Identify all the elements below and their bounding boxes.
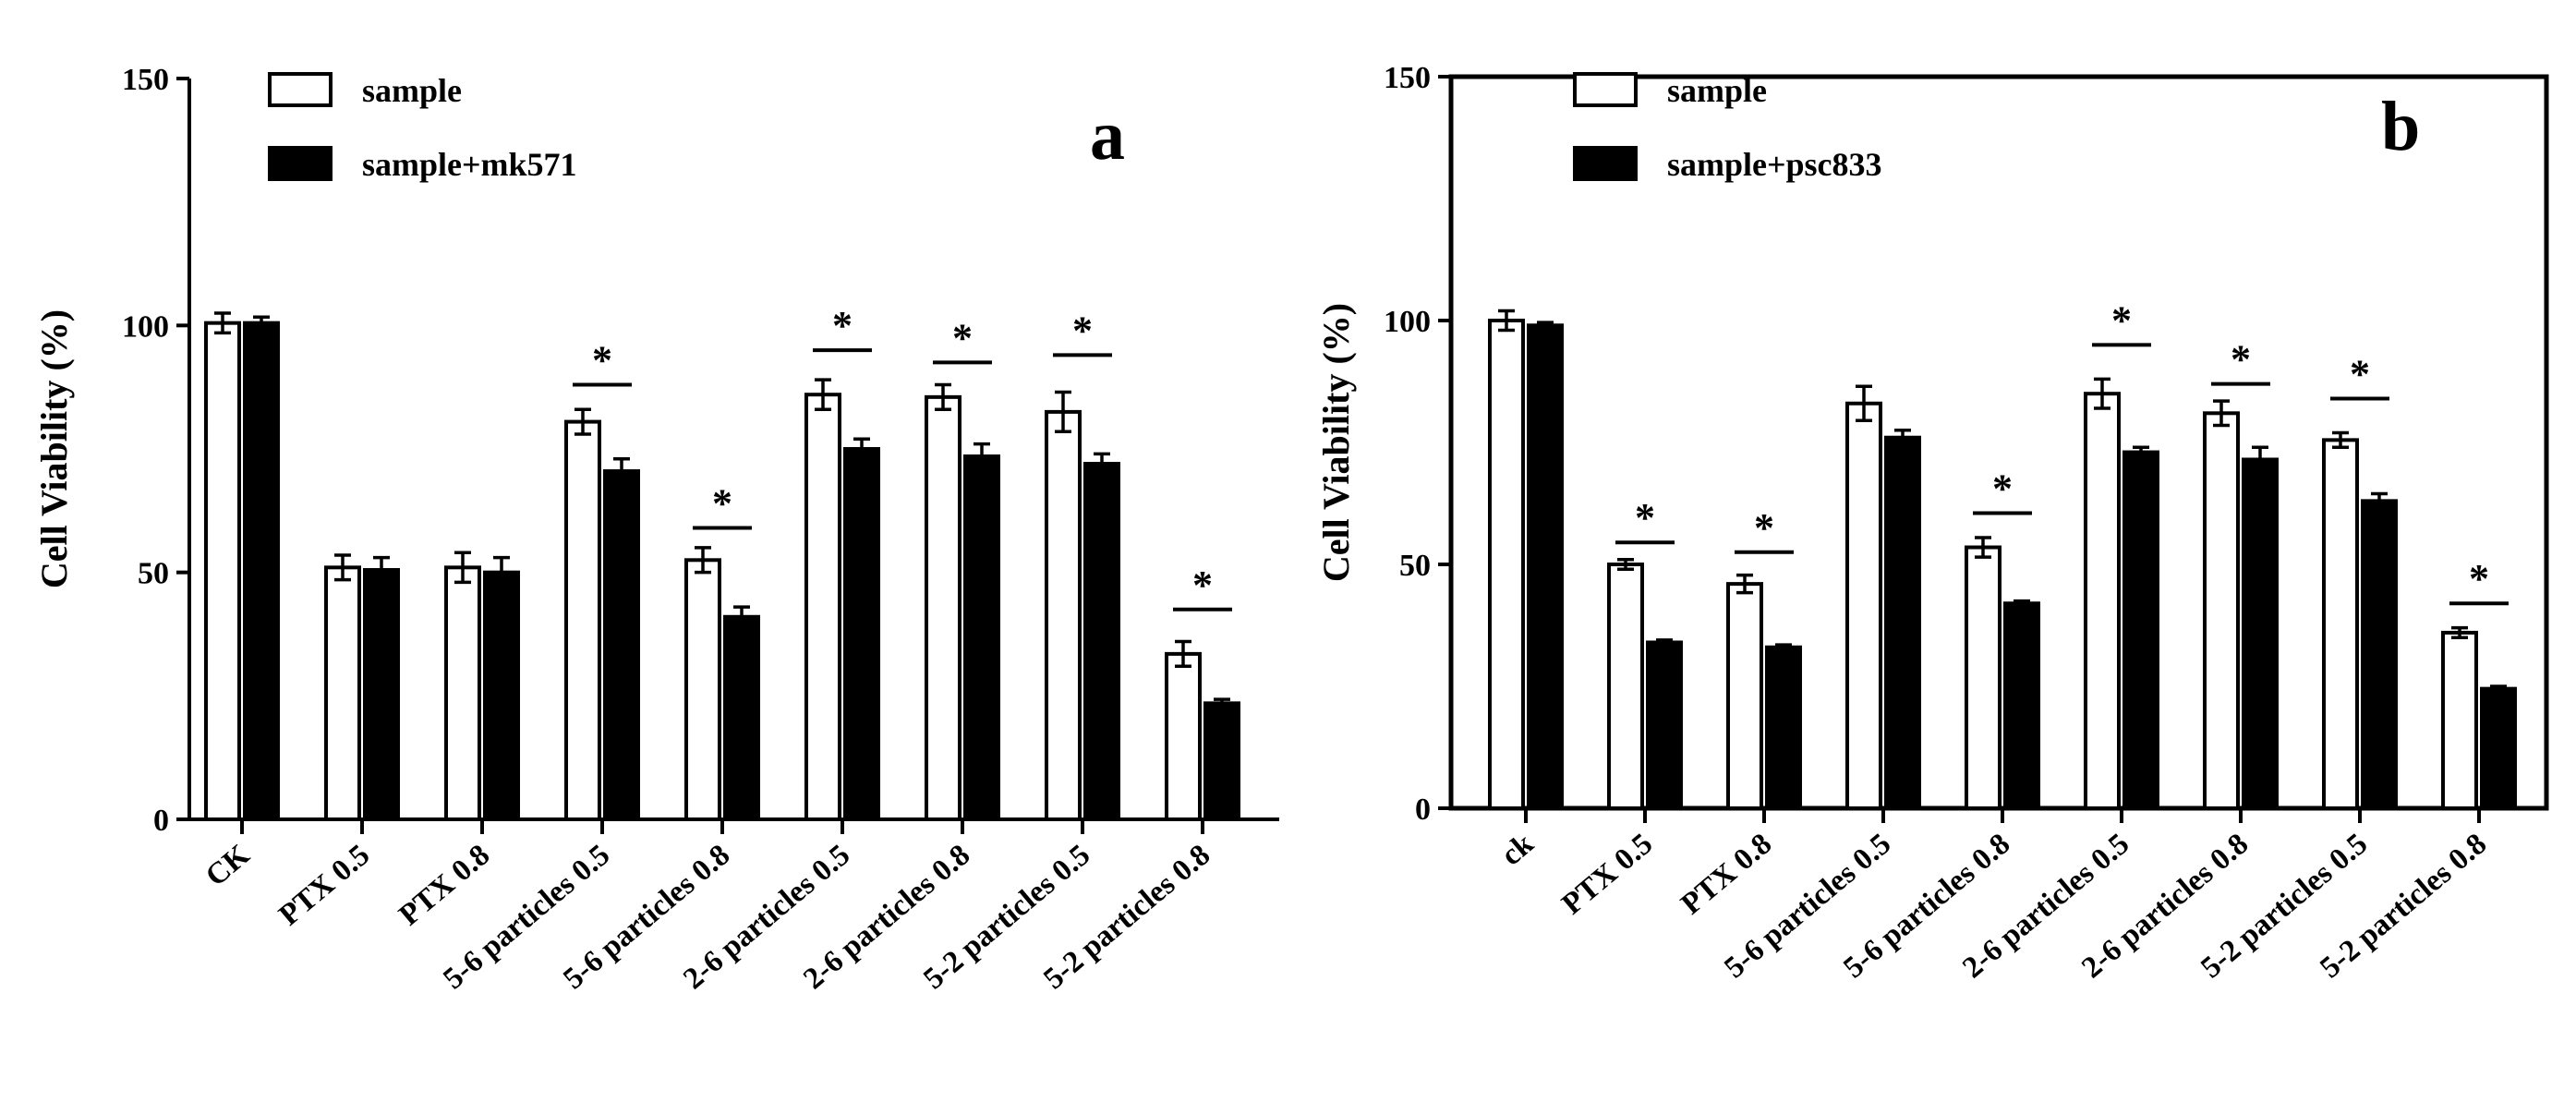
legend-swatch: [1573, 146, 1638, 181]
y-tick-label: 150: [1384, 61, 1431, 95]
y-tick-label: 100: [122, 309, 169, 344]
bar: [2084, 392, 2121, 810]
significance-star: *: [592, 337, 612, 382]
bar: [1607, 563, 1644, 810]
significance-star: *: [1072, 308, 1093, 353]
significance-star: *: [952, 315, 973, 360]
legend-swatch: [1573, 72, 1638, 107]
bar: [243, 321, 280, 822]
bar: [1488, 319, 1525, 810]
bar: [1045, 409, 1082, 821]
bar: [603, 469, 640, 821]
x-tick-label: PTX 0.8: [393, 839, 497, 933]
bar: [804, 393, 841, 821]
x-tick-label: CK: [200, 838, 256, 893]
y-axis-label: Cell Viability (%): [33, 309, 75, 588]
bar: [723, 614, 760, 822]
significance-star: *: [2350, 351, 2370, 396]
y-tick-label: 150: [122, 63, 169, 97]
significance-star: *: [2231, 337, 2251, 382]
bar: [1765, 645, 1802, 811]
significance-star: *: [2111, 297, 2132, 343]
x-tick-label: ck: [1495, 827, 1541, 872]
legend-label: sample+mk571: [362, 146, 577, 183]
panel-label: a: [1090, 97, 1125, 175]
bar: [2003, 601, 2040, 810]
bar: [843, 447, 880, 821]
significance-star: *: [1192, 563, 1213, 608]
bar: [963, 454, 1000, 821]
bar: [1527, 323, 1564, 810]
bar: [2203, 411, 2240, 810]
x-tick-label: PTX 0.8: [1675, 828, 1779, 922]
y-tick-label: 50: [1399, 549, 1431, 583]
bar: [2441, 630, 2478, 810]
significance-star: *: [1754, 505, 1774, 551]
significance-star: *: [712, 481, 732, 527]
bar: [444, 565, 481, 821]
y-tick-label: 0: [153, 804, 169, 838]
bar: [2122, 450, 2159, 810]
bar: [1646, 640, 1683, 810]
bar: [1884, 435, 1921, 810]
bar: [1726, 582, 1763, 810]
y-tick-label: 100: [1384, 305, 1431, 339]
significance-star: *: [2469, 556, 2489, 601]
bar: [2242, 457, 2279, 810]
bar: [483, 570, 520, 822]
bar: [1965, 545, 2002, 811]
legend-swatch: [268, 72, 333, 107]
y-tick-label: 50: [138, 557, 169, 591]
x-tick-label: PTX 0.5: [273, 839, 377, 933]
bar: [1845, 401, 1882, 810]
significance-star: *: [1635, 495, 1655, 540]
bar: [324, 565, 361, 821]
bar: [1203, 701, 1240, 821]
bar: [684, 558, 721, 821]
y-axis-label: Cell Viability (%): [1315, 303, 1357, 582]
bar: [564, 419, 601, 821]
significance-star: *: [832, 303, 853, 348]
bar: [2361, 499, 2398, 810]
bar: [925, 394, 961, 821]
chart-panel-a: 0 50 100 150 Cell Viability (%) CK PTX 0.5 PTX …: [33, 63, 1279, 996]
legend-label: sample: [362, 72, 462, 109]
x-tick-label: PTX 0.5: [1556, 828, 1660, 922]
bar: [363, 567, 400, 821]
bar: [1165, 651, 1202, 821]
y-tick-label: 0: [1415, 793, 1431, 827]
bar: [1083, 462, 1120, 821]
significance-star: *: [1992, 466, 2013, 512]
legend-swatch: [268, 146, 333, 181]
panel-label: b: [2381, 88, 2420, 165]
bar: [2322, 438, 2359, 810]
bar: [2480, 686, 2517, 811]
legend-label: sample+psc833: [1667, 146, 1882, 183]
legend-label: sample: [1667, 72, 1767, 109]
chart-panel-b: 0 50 100 150 Cell Viability (%) ck PTX 0.5 PTX …: [1315, 61, 2549, 985]
bar: [204, 321, 241, 822]
